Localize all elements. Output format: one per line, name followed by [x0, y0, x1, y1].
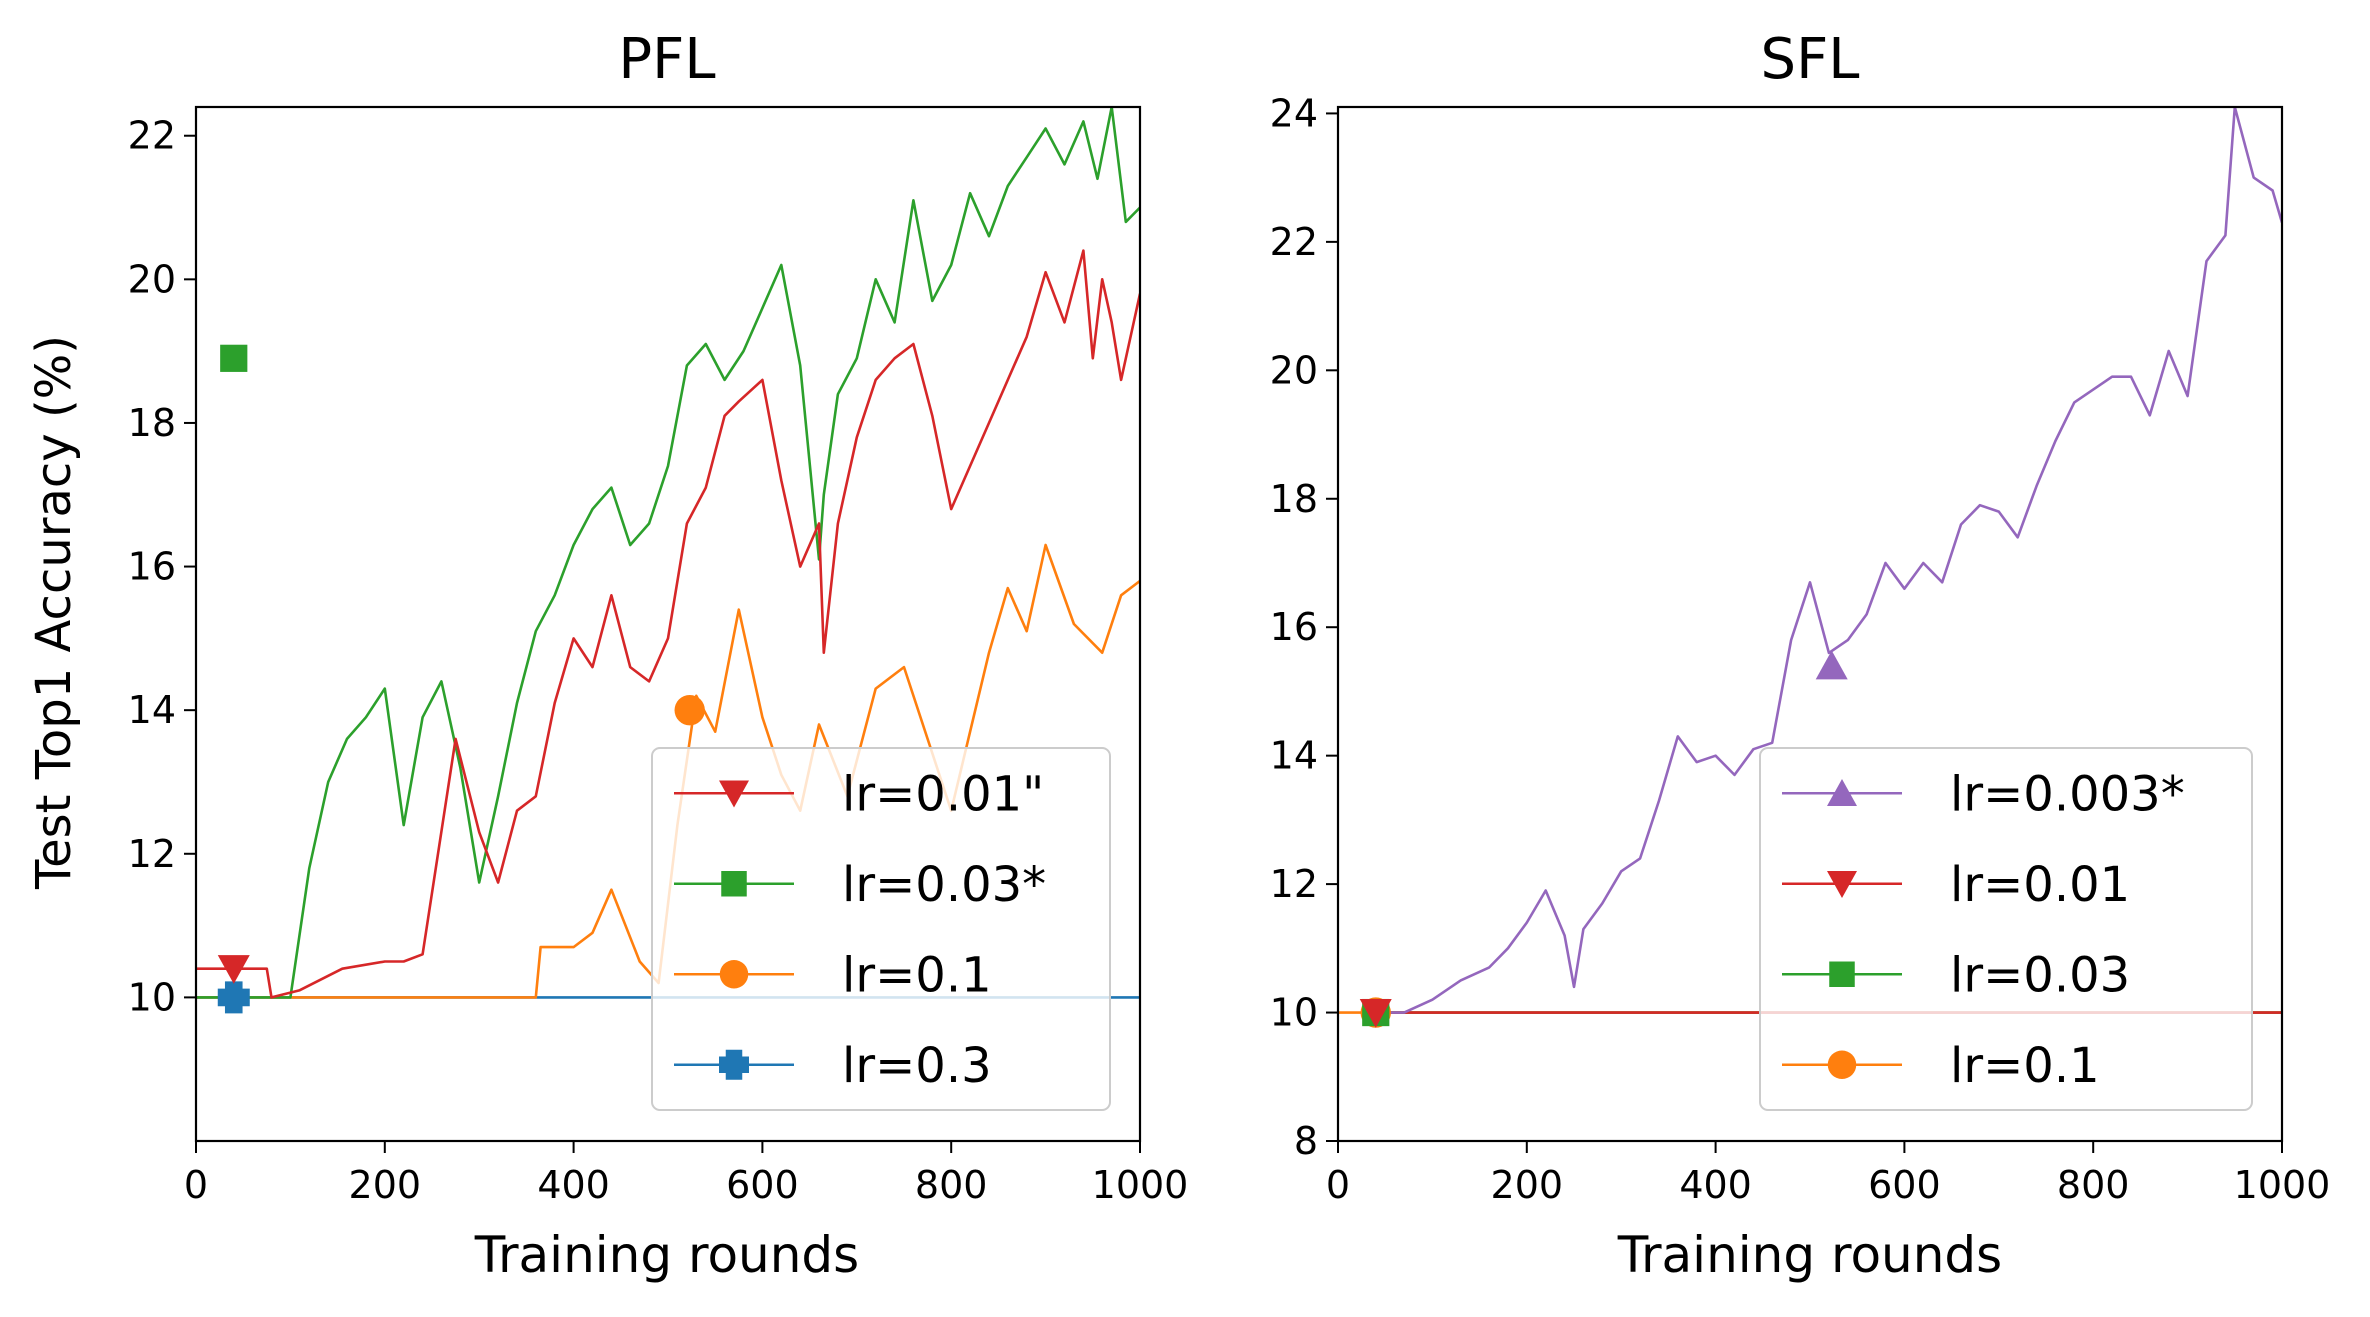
y-tick-label: 16: [1270, 605, 1318, 649]
x-tick-label: 200: [1491, 1163, 1564, 1207]
legend-marker: [719, 780, 749, 808]
legend-entry: lr=0.01: [1782, 857, 2130, 913]
legend-label: lr=0.03*: [842, 857, 1046, 913]
legend-marker: [719, 960, 749, 989]
legend-label: lr=0.03: [1950, 947, 2130, 1003]
legend-label: lr=0.003*: [1950, 766, 2185, 822]
y-tick-label: 18: [1270, 477, 1318, 521]
series-line: [196, 249, 1140, 999]
x-tick-label: 400: [537, 1163, 610, 1207]
y-tick-label: 16: [128, 545, 176, 589]
x-axis-label: Training rounds: [474, 1226, 859, 1284]
y-tick-label: 10: [1270, 991, 1318, 1035]
legend-entry: lr=0.3: [674, 1038, 992, 1094]
legend-label: lr=0.01: [1950, 857, 2130, 913]
x-tick-label: 0: [184, 1163, 208, 1207]
legend-label: lr=0.01": [842, 766, 1044, 822]
series-marker: [674, 694, 705, 726]
series-marker: [1815, 650, 1848, 680]
legend-entry: lr=0.01": [674, 766, 1044, 822]
legend-marker: [1829, 961, 1855, 987]
y-tick-label: 18: [128, 401, 176, 445]
axes-frame: [194, 105, 1142, 1143]
chart-panel-pfl: PFL Training rounds Test Top1 Accuracy (…: [26, 27, 1188, 1284]
x-tick-label: 200: [349, 1163, 422, 1207]
y-tick-label: 8: [1294, 1119, 1318, 1163]
legend-marker: [719, 1049, 749, 1080]
y-tick-label: 12: [128, 832, 176, 876]
y-tick-label: 12: [1270, 862, 1318, 906]
y-tick-label: 10: [128, 975, 176, 1019]
y-tick-label: 20: [128, 257, 176, 301]
y-tick-label: 14: [128, 688, 176, 732]
x-tick-label: 0: [1326, 1163, 1350, 1207]
legend-marker: [1827, 871, 1857, 898]
legend-entry: lr=0.003*: [1782, 766, 2185, 822]
legend-marker: [721, 871, 747, 897]
legend: lr=0.01" lr=0.03* lr=0.1 lr=0.3: [651, 747, 1111, 1111]
legend-entry: lr=0.1: [674, 947, 992, 1003]
x-tick-label: 800: [915, 1163, 988, 1207]
chart-title: SFL: [1761, 27, 1860, 92]
series-marker: [217, 955, 250, 984]
legend-label: lr=0.1: [842, 947, 992, 1003]
y-tick-label: 22: [1270, 220, 1318, 264]
y-axis-label: Test Top1 Accuracy (%): [26, 335, 82, 890]
legend-box: [1759, 747, 2253, 1111]
y-tick-label: 24: [1270, 91, 1318, 135]
x-tick-label: 600: [726, 1163, 799, 1207]
legend-marker: [1827, 779, 1857, 806]
series-marker: [220, 344, 248, 372]
axes-frame: [1336, 105, 2284, 1143]
series-line: [196, 107, 1140, 999]
legend-entry: lr=0.03*: [674, 857, 1046, 913]
legend-entry: lr=0.1: [1782, 1038, 2100, 1094]
y-tick-label: 14: [1270, 734, 1318, 778]
series-marker: [217, 981, 250, 1014]
plot-area: [196, 107, 1140, 1014]
series-line: [1375, 107, 2282, 1014]
x-tick-label: 800: [2057, 1163, 2130, 1207]
x-tick-label: 400: [1679, 1163, 1752, 1207]
legend-entry: lr=0.03: [1782, 947, 2130, 1003]
y-tick-label: 22: [128, 114, 176, 158]
x-tick-label: 600: [1868, 1163, 1941, 1207]
x-tick-label: 1000: [2234, 1163, 2331, 1207]
legend-label: lr=0.1: [1950, 1038, 2100, 1094]
chart-panel-sfl: SFL Training rounds 0 200 400 600 800 1000 8 10…: [1270, 27, 2331, 1284]
series-marker: [1359, 998, 1392, 1028]
legend-marker: [1827, 1050, 1857, 1079]
legend-box: [651, 747, 1111, 1111]
chart-title: PFL: [618, 27, 715, 92]
x-tick-label: 1000: [1092, 1163, 1189, 1207]
legend: lr=0.003* lr=0.01 lr=0.03 lr=0.1: [1759, 747, 2253, 1111]
x-axis-label: Training rounds: [1617, 1226, 2002, 1284]
y-tick-label: 20: [1270, 348, 1318, 392]
legend-label: lr=0.3: [842, 1038, 992, 1094]
